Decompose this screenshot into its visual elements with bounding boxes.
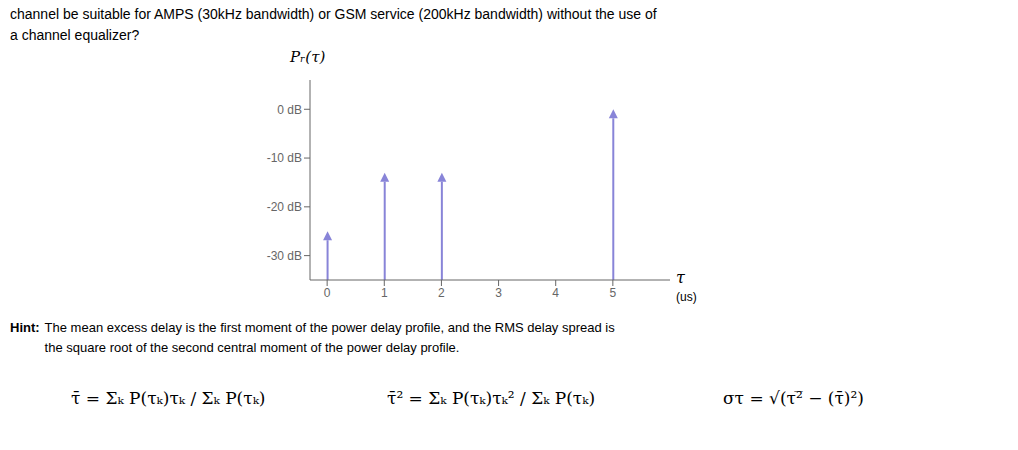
- html-text:Hint: The mean excess delay is: Hint: The mean excess delay is the first…: [10, 320, 615, 355]
- svg-text:1: 1: [381, 286, 388, 300]
- html-text:τ: τ: [676, 268, 685, 287]
- svg-text:4: 4: [552, 286, 559, 300]
- svg-text:-30 dB: -30 dB: [267, 249, 302, 263]
- html-text:τ̄ = Σₖ P(τₖ)τₖ / Σₖ P(τₖ): τ̄ = Σₖ P(τₖ)τₖ / Σₖ P(τₖ): [71, 388, 266, 408]
- svg-text:0: 0: [324, 286, 331, 300]
- svg-text:3: 3: [495, 286, 502, 300]
- html-text:τ̄² = Σₖ P(τₖ)τₖ² / Σₖ P(τₖ): τ̄² = Σₖ P(τₖ)τₖ² / Σₖ P(τₖ): [387, 388, 596, 408]
- svg-text:-10 dB: -10 dB: [267, 151, 302, 165]
- html-text:channel be suitable for AMPS (: channel be suitable for AMPS (30kHz band…: [10, 6, 657, 43]
- svg-text:5: 5: [610, 286, 617, 300]
- svg-text:-20 dB: -20 dB: [267, 200, 302, 214]
- svg-text:0 dB: 0 dB: [277, 103, 302, 117]
- html-text:στ = √(τ²̅ − (τ̄)²): στ = √(τ²̅ − (τ̄)²): [723, 388, 864, 408]
- html-text:(us): (us): [676, 290, 697, 304]
- html-text:Pᵣ(τ): Pᵣ(τ): [290, 48, 326, 66]
- svg-text:2: 2: [438, 286, 445, 300]
